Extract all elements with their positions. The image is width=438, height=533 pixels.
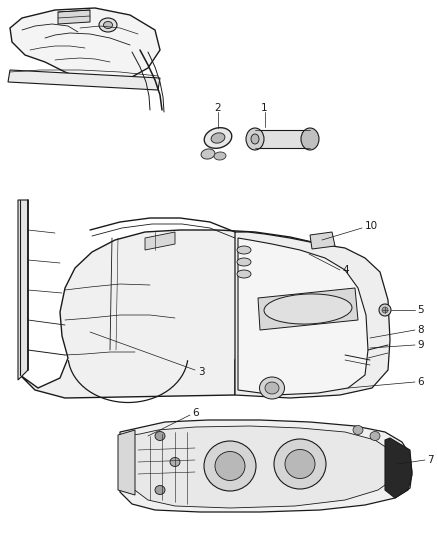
Ellipse shape xyxy=(201,149,215,159)
Text: 5: 5 xyxy=(417,305,424,315)
Polygon shape xyxy=(145,232,175,250)
Ellipse shape xyxy=(264,294,352,324)
Polygon shape xyxy=(132,426,396,508)
Polygon shape xyxy=(238,238,368,395)
Text: 8: 8 xyxy=(417,325,424,335)
Text: 9: 9 xyxy=(417,340,424,350)
Text: 1: 1 xyxy=(261,103,268,113)
Ellipse shape xyxy=(274,439,326,489)
Ellipse shape xyxy=(211,133,225,143)
Ellipse shape xyxy=(155,486,165,495)
Ellipse shape xyxy=(370,432,380,440)
Text: 7: 7 xyxy=(427,455,434,465)
Polygon shape xyxy=(310,232,335,249)
Polygon shape xyxy=(258,288,358,330)
Ellipse shape xyxy=(204,441,256,491)
Polygon shape xyxy=(120,420,412,512)
Ellipse shape xyxy=(237,258,251,266)
Ellipse shape xyxy=(379,304,391,316)
Text: 2: 2 xyxy=(214,103,221,113)
Ellipse shape xyxy=(265,382,279,394)
Polygon shape xyxy=(10,8,160,82)
Ellipse shape xyxy=(237,270,251,278)
Ellipse shape xyxy=(103,21,113,28)
Polygon shape xyxy=(20,200,378,398)
Ellipse shape xyxy=(155,432,165,440)
Ellipse shape xyxy=(353,425,363,434)
Polygon shape xyxy=(235,232,390,398)
Ellipse shape xyxy=(214,152,226,160)
Polygon shape xyxy=(255,130,310,148)
Ellipse shape xyxy=(215,451,245,481)
Text: 4: 4 xyxy=(342,265,349,275)
Ellipse shape xyxy=(251,134,259,144)
Ellipse shape xyxy=(204,128,232,148)
Ellipse shape xyxy=(246,128,264,150)
Ellipse shape xyxy=(285,449,315,479)
Polygon shape xyxy=(118,430,135,495)
Ellipse shape xyxy=(259,377,285,399)
Polygon shape xyxy=(18,200,28,380)
Text: 6: 6 xyxy=(192,408,198,418)
Ellipse shape xyxy=(170,457,180,466)
Polygon shape xyxy=(58,10,90,24)
Ellipse shape xyxy=(99,18,117,32)
Ellipse shape xyxy=(237,246,251,254)
Text: 3: 3 xyxy=(198,367,205,377)
Polygon shape xyxy=(300,248,318,260)
Polygon shape xyxy=(8,70,160,90)
Polygon shape xyxy=(385,438,412,498)
Ellipse shape xyxy=(301,128,319,150)
Text: 6: 6 xyxy=(417,377,424,387)
Ellipse shape xyxy=(382,307,388,313)
Text: 10: 10 xyxy=(365,221,378,231)
